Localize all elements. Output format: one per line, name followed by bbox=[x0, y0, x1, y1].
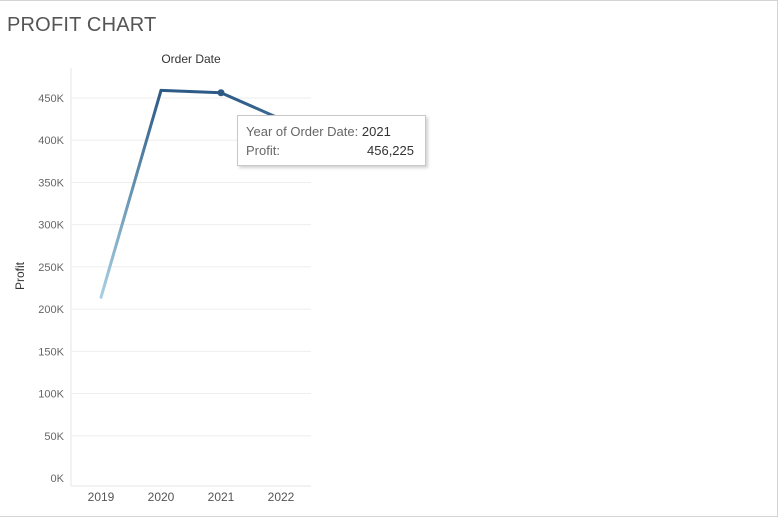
y-tick-label: 200K bbox=[38, 304, 64, 316]
column-header: Order Date bbox=[161, 52, 221, 66]
y-tick-label: 300K bbox=[38, 220, 64, 232]
series-line-segment[interactable] bbox=[219, 91, 283, 121]
x-tick-label: 2022 bbox=[268, 490, 295, 504]
y-tick-label: 100K bbox=[38, 389, 64, 401]
y-tick-label: 400K bbox=[38, 135, 64, 147]
tooltip: Year of Order Date: 2021 Profit: 456,225 bbox=[237, 115, 426, 166]
y-tick-label: 350K bbox=[38, 177, 64, 189]
y-tick-label: 0K bbox=[51, 473, 65, 485]
tooltip-profit-label: Profit: bbox=[246, 143, 280, 158]
y-tick-label: 50K bbox=[44, 431, 64, 443]
x-tick-label: 2019 bbox=[88, 490, 115, 504]
x-tick-label: 2020 bbox=[148, 490, 175, 504]
highlighted-data-point[interactable] bbox=[217, 89, 225, 97]
y-tick-label: 450K bbox=[38, 93, 64, 105]
tooltip-year-label: Year of Order Date: bbox=[246, 124, 359, 139]
y-tick-label: 150K bbox=[38, 346, 64, 358]
series-line-segment[interactable] bbox=[159, 88, 223, 95]
x-tick-label: 2021 bbox=[208, 490, 235, 504]
y-axis-title: Profit bbox=[13, 261, 27, 290]
tooltip-profit-value: 456,225 bbox=[367, 143, 414, 158]
y-tick-label: 250K bbox=[38, 262, 64, 274]
series-line-segment[interactable] bbox=[99, 88, 163, 299]
page-title: PROFIT CHART bbox=[7, 14, 157, 36]
tooltip-year-value: 2021 bbox=[361, 124, 391, 139]
